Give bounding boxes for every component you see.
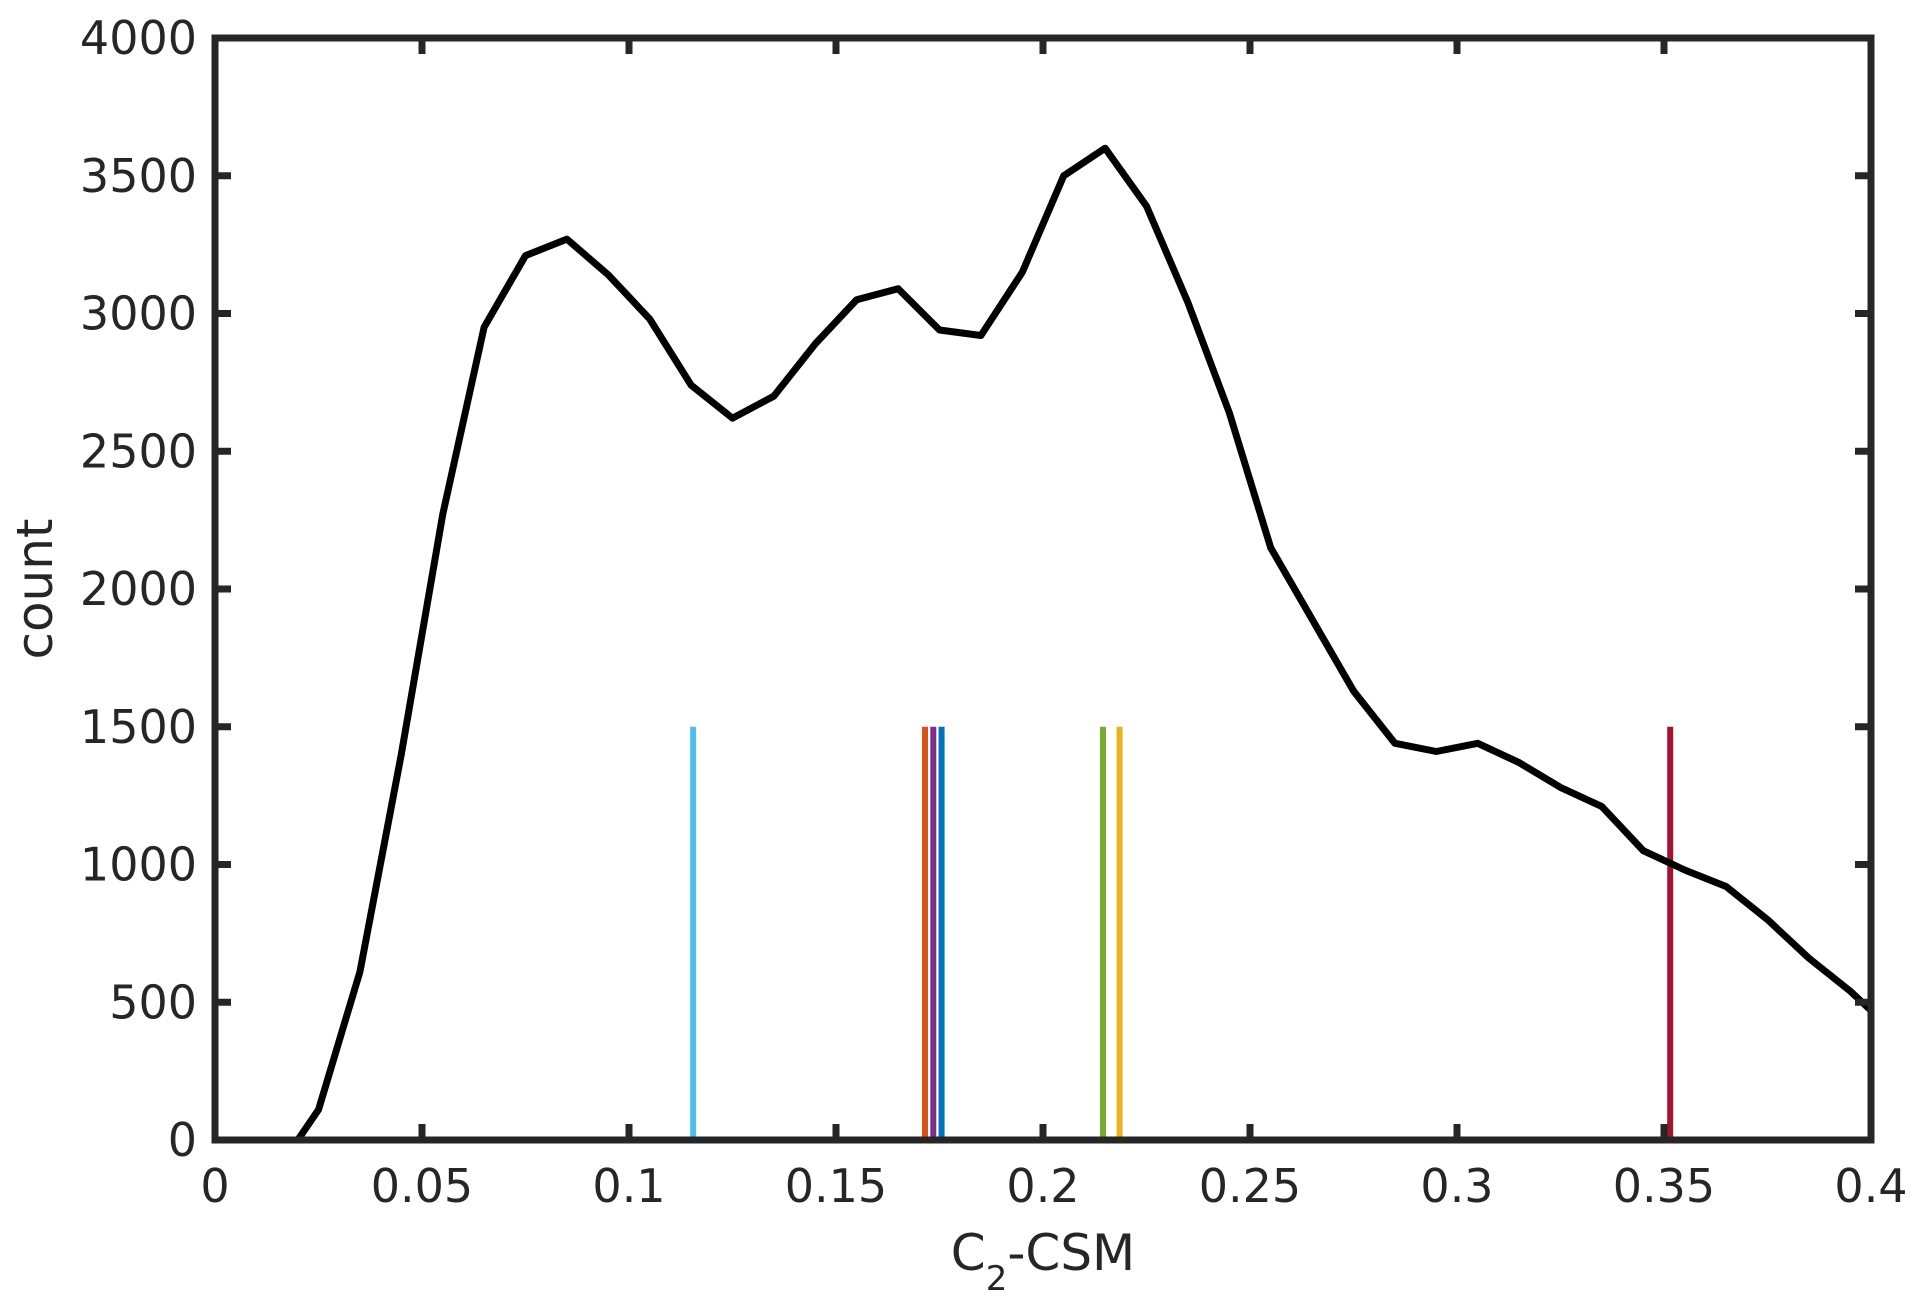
data-point bbox=[1684, 869, 1686, 871]
y-tick-label: 3500 bbox=[80, 149, 197, 203]
x-tick-label: 0.4 bbox=[1834, 1159, 1907, 1213]
y-tick-label: 1500 bbox=[80, 700, 197, 754]
x-tick-label: 0.35 bbox=[1613, 1159, 1715, 1213]
data-point bbox=[1808, 957, 1810, 959]
data-point bbox=[1477, 742, 1479, 744]
x-tick-label: 0.3 bbox=[1420, 1159, 1493, 1213]
data-point bbox=[649, 318, 651, 320]
data-point bbox=[607, 274, 609, 276]
x-tick-label: 0.05 bbox=[371, 1159, 473, 1213]
data-point bbox=[732, 417, 733, 419]
data-point bbox=[814, 343, 816, 345]
data-point bbox=[897, 288, 899, 290]
data-point bbox=[442, 514, 444, 516]
data-point bbox=[525, 255, 526, 257]
data-point bbox=[1601, 806, 1603, 808]
series-line-1 bbox=[294, 144, 1874, 1142]
series-layer bbox=[294, 144, 1874, 1142]
y-tick-label: 3000 bbox=[80, 287, 197, 341]
data-point bbox=[1146, 205, 1147, 207]
data-point bbox=[856, 299, 858, 301]
data-point bbox=[318, 1109, 319, 1111]
data-point bbox=[1187, 301, 1189, 303]
data-point bbox=[773, 395, 775, 397]
data-point bbox=[1063, 175, 1065, 177]
data-point bbox=[1311, 618, 1313, 620]
data-point bbox=[1518, 762, 1520, 764]
data-point bbox=[939, 329, 940, 331]
y-tick-label: 2000 bbox=[80, 562, 197, 616]
x-tick-label: 0.15 bbox=[785, 1159, 887, 1213]
data-point bbox=[1560, 786, 1561, 788]
y-axis-title: count bbox=[6, 518, 64, 659]
vertical-markers bbox=[690, 726, 1674, 1140]
x-axis-title: C2-CSM bbox=[951, 1224, 1135, 1299]
y-axis-ticks: 0 500 1000 1500 2000 2500 3000 3500 4000 bbox=[80, 11, 1871, 1167]
data-point bbox=[1725, 886, 1727, 888]
data-point bbox=[483, 326, 485, 328]
x-tick-label: 0 bbox=[200, 1159, 229, 1213]
data-point bbox=[1435, 751, 1437, 753]
y-tick-label: 1000 bbox=[80, 838, 197, 892]
x-axis-ticks: 0 0.05 0.1 0.15 0.2 0.25 0.3 0.35 0.4 bbox=[200, 38, 1908, 1213]
data-point bbox=[1021, 271, 1023, 273]
x-tick-label: 0.1 bbox=[592, 1159, 665, 1213]
data-point bbox=[690, 384, 692, 386]
data-point bbox=[566, 238, 568, 240]
data-point bbox=[980, 335, 982, 337]
data-point bbox=[1767, 919, 1768, 921]
y-tick-label: 500 bbox=[109, 975, 197, 1029]
x-tick-label: 0.2 bbox=[1006, 1159, 1079, 1213]
plot-frame bbox=[211, 34, 1875, 1144]
data-point bbox=[359, 971, 361, 973]
data-point bbox=[1104, 147, 1106, 149]
data-point bbox=[1849, 990, 1851, 992]
x-tick-label: 0.25 bbox=[1199, 1159, 1301, 1213]
y-tick-label: 4000 bbox=[80, 11, 197, 65]
data-point bbox=[1228, 412, 1230, 414]
data-point bbox=[1270, 547, 1272, 549]
y-tick-label: 0 bbox=[168, 1113, 197, 1167]
data-point bbox=[1353, 690, 1354, 692]
data-point bbox=[1394, 742, 1396, 744]
data-point bbox=[1642, 850, 1644, 852]
data-point bbox=[400, 753, 402, 755]
y-tick-label: 2500 bbox=[80, 424, 197, 478]
